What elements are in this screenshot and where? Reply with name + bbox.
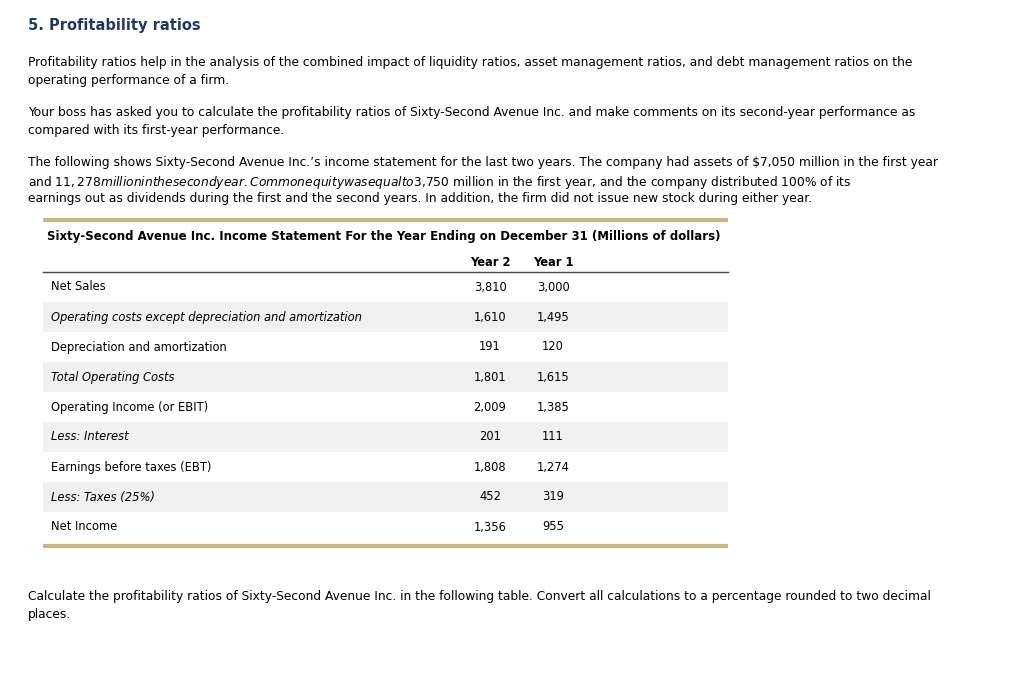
Text: 1,495: 1,495 [537,310,569,323]
Text: Total Operating Costs: Total Operating Costs [51,371,174,383]
Text: and $11,278 million in the second year. Common equity was equal to $3,750 millio: and $11,278 million in the second year. … [28,174,852,191]
Bar [43,482,728,512]
Text: Operating costs except depreciation and amortization: Operating costs except depreciation and … [51,310,361,323]
Text: 3,000: 3,000 [537,281,569,294]
Text: Year 1: Year 1 [532,256,573,269]
Text: 955: 955 [542,521,564,533]
Text: 452: 452 [479,491,501,504]
Text: Earnings before taxes (EBT): Earnings before taxes (EBT) [51,460,212,473]
Text: Year 2: Year 2 [470,256,510,269]
Text: places.: places. [28,608,72,621]
Text: Less: Interest: Less: Interest [51,431,129,444]
Text: Sixty-Second Avenue Inc. Income Statement For the Year Ending on December 31 (Mi: Sixty-Second Avenue Inc. Income Statemen… [47,230,721,243]
Text: The following shows Sixty-Second Avenue Inc.’s income statement for the last two: The following shows Sixty-Second Avenue … [28,156,938,169]
Text: compared with its first-year performance.: compared with its first-year performance… [28,124,285,137]
Text: Profitability ratios help in the analysis of the combined impact of liquidity ra: Profitability ratios help in the analysi… [28,56,912,69]
Text: 191: 191 [479,341,501,354]
Text: 1,801: 1,801 [474,371,506,383]
Text: Depreciation and amortization: Depreciation and amortization [51,341,226,354]
Text: earnings out as dividends during the first and the second years. In addition, th: earnings out as dividends during the fir… [28,192,812,205]
Text: Net Income: Net Income [51,521,118,533]
Text: 1,385: 1,385 [537,400,569,413]
Text: 1,808: 1,808 [474,460,506,473]
Text: 1,356: 1,356 [473,521,507,533]
Text: Your boss has asked you to calculate the profitability ratios of Sixty-Second Av: Your boss has asked you to calculate the… [28,106,915,119]
Text: 111: 111 [542,431,564,444]
Text: 319: 319 [542,491,564,504]
Text: Operating Income (or EBIT): Operating Income (or EBIT) [51,400,208,413]
Text: 2,009: 2,009 [474,400,507,413]
Text: 1,274: 1,274 [537,460,569,473]
Text: 3,810: 3,810 [474,281,507,294]
Text: 1,615: 1,615 [537,371,569,383]
Bar [43,362,728,392]
Text: 5. Profitability ratios: 5. Profitability ratios [28,18,201,33]
Text: Less: Taxes (25%): Less: Taxes (25%) [51,491,155,504]
Text: Net Sales: Net Sales [51,281,105,294]
Bar [43,422,728,452]
Bar [43,302,728,332]
Text: 201: 201 [479,431,501,444]
Text: operating performance of a firm.: operating performance of a firm. [28,74,229,87]
Text: 1,610: 1,610 [474,310,506,323]
Text: Calculate the profitability ratios of Sixty-Second Avenue Inc. in the following : Calculate the profitability ratios of Si… [28,590,931,603]
Text: 120: 120 [542,341,564,354]
